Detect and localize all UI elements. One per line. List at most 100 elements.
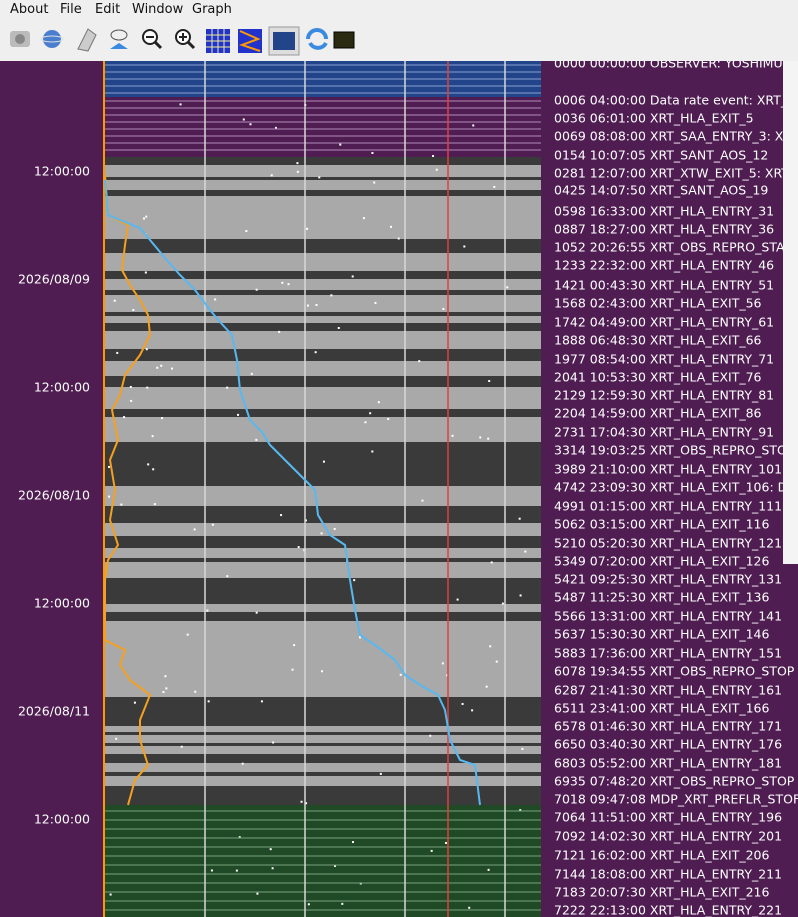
event-dot (129, 385, 132, 388)
event-entry[interactable]: 5349 07:20:00 XRT_HLA_EXIT_126 (554, 553, 770, 569)
event-entry[interactable]: 6803 05:52:00 XRT_HLA_ENTRY_181 (554, 755, 783, 771)
event-dot (389, 225, 392, 228)
light-stripe (103, 604, 541, 609)
event-entry[interactable]: 1742 04:49:00 XRT_HLA_ENTRY_61 (554, 314, 775, 330)
event-dot (255, 288, 258, 291)
event-dot (296, 170, 299, 173)
tool-lasso[interactable] (110, 29, 128, 49)
event-entry[interactable]: 5421 09:25:30 XRT_HLA_ENTRY_131 (554, 571, 783, 587)
event-entry[interactable]: 7183 20:07:30 XRT_HLA_EXIT_216 (554, 884, 770, 900)
tool-camera[interactable] (10, 31, 30, 47)
event-dot (358, 636, 361, 639)
event-dot (108, 465, 111, 468)
event-entry[interactable]: 0598 16:33:00 XRT_HLA_ENTRY_31 (554, 203, 775, 219)
light-stripe (103, 417, 541, 425)
event-entry[interactable]: 4991 01:15:00 XRT_HLA_ENTRY_111 (554, 498, 783, 514)
event-dot (170, 367, 173, 370)
event-entry[interactable]: 0069 08:08:00 XRT_SAA_ENTRY_3: XRT (554, 128, 798, 144)
event-dot (371, 450, 374, 453)
event-dot (133, 701, 136, 704)
light-stripe (103, 361, 541, 365)
event-entry[interactable]: 7064 11:51:00 XRT_HLA_ENTRY_196 (554, 809, 783, 825)
time-label: 12:00:00 (33, 595, 90, 611)
event-entry[interactable]: 6578 01:46:30 XRT_HLA_ENTRY_171 (554, 718, 783, 734)
event-entry[interactable]: 5566 13:31:00 XRT_HLA_ENTRY_141 (554, 608, 783, 624)
event-entry[interactable]: 2041 10:53:30 XRT_HLA_EXIT_76 (554, 369, 762, 385)
event-dot (320, 670, 323, 673)
light-stripe (103, 526, 541, 536)
tool-film[interactable] (268, 26, 300, 56)
event-entry[interactable]: 0006 04:00:00 Data rate event: XRT_PL (554, 92, 798, 108)
event-entry[interactable]: 5883 17:36:00 XRT_HLA_ENTRY_151 (554, 645, 783, 661)
event-dot (145, 348, 148, 351)
event-entry[interactable]: 2204 14:59:00 XRT_HLA_EXIT_86 (554, 405, 762, 421)
menu-item[interactable]: Window (132, 2, 184, 17)
event-entry[interactable]: 6078 19:34:55 XRT_OBS_REPRO_STOP (554, 663, 795, 679)
event-dot (226, 575, 229, 578)
tool-zoom-out[interactable] (142, 29, 163, 50)
event-entry[interactable]: 0887 18:27:00 XRT_HLA_ENTRY_36 (554, 221, 775, 237)
event-entry[interactable]: 7144 18:08:00 XRT_HLA_ENTRY_211 (554, 866, 783, 882)
light-stripe (103, 387, 541, 401)
event-entry[interactable]: 1421 00:43:30 XRT_HLA_ENTRY_51 (554, 277, 775, 293)
event-dot (524, 550, 527, 553)
event-entry[interactable]: 6287 21:41:30 XRT_HLA_ENTRY_161 (554, 682, 783, 698)
event-entry[interactable]: 7121 16:02:00 XRT_HLA_EXIT_206 (554, 847, 770, 863)
event-entry[interactable]: 1233 22:32:00 XRT_HLA_ENTRY_46 (554, 257, 775, 273)
event-entry[interactable]: 6935 07:48:20 XRT_OBS_REPRO_STOP (554, 773, 795, 789)
event-dot (235, 869, 238, 872)
scrollbar[interactable] (783, 61, 798, 564)
event-dot (108, 495, 111, 498)
event-dot (180, 745, 183, 748)
event-entry[interactable]: 4742 23:09:30 XRT_HLA_EXIT_106: Dur (554, 479, 798, 495)
event-entry[interactable]: 5210 05:20:30 XRT_HLA_ENTRY_121 (554, 535, 783, 551)
event-entry[interactable]: 6511 23:41:00 XRT_HLA_EXIT_166 (554, 700, 770, 716)
menu-item[interactable]: File (60, 2, 82, 17)
event-entry[interactable]: 0281 12:07:00 XRT_XTW_EXIT_5: XRT_E (554, 165, 798, 181)
event-entry[interactable]: 7222 22:13:00 XRT_HLA_ENTRY_221 (554, 902, 783, 917)
tool-hand[interactable] (77, 28, 97, 52)
event-dot (255, 438, 258, 441)
event-entry[interactable]: 3314 19:03:25 XRT_OBS_REPRO_STOP (554, 442, 795, 458)
event-entry[interactable]: 1568 02:43:00 XRT_HLA_EXIT_56 (554, 295, 762, 311)
tool-display[interactable] (333, 31, 355, 49)
tool-refresh[interactable] (306, 28, 328, 50)
event-entry[interactable]: 0154 10:07:05 XRT_SANT_AOS_12 (554, 147, 769, 163)
menu-item[interactable]: Graph (192, 2, 232, 17)
event-dot (120, 503, 123, 506)
event-entry[interactable]: 0036 06:01:00 XRT_HLA_EXIT_5 (554, 110, 754, 126)
event-entry[interactable]: 1888 06:48:30 XRT_HLA_EXIT_66 (554, 332, 762, 348)
event-entry[interactable]: 3989 21:10:00 XRT_HLA_ENTRY_101 (554, 461, 783, 477)
tool-curve[interactable] (238, 29, 262, 53)
event-dot (123, 416, 126, 419)
light-stripe (103, 689, 541, 697)
tool-grid[interactable] (206, 29, 230, 53)
event-dot (165, 687, 168, 690)
menu-item[interactable]: Edit (95, 2, 121, 17)
event-entry[interactable]: 2129 12:59:30 XRT_HLA_ENTRY_81 (554, 387, 775, 403)
event-entry[interactable]: 5487 11:25:30 XRT_HLA_EXIT_136 (554, 589, 770, 605)
event-entry[interactable]: 6650 03:40:30 XRT_HLA_ENTRY_176 (554, 736, 783, 752)
tool-zoom-in[interactable] (175, 29, 196, 50)
event-entry[interactable]: 1052 20:26:55 XRT_OBS_REPRO_START (554, 239, 798, 255)
event-entry[interactable]: 2731 17:04:30 XRT_HLA_ENTRY_91 (554, 424, 775, 440)
event-dot (461, 702, 464, 705)
event-entry[interactable]: 5062 03:15:00 XRT_HLA_EXIT_116 (554, 516, 770, 532)
event-dot (444, 841, 447, 844)
light-stripe (103, 738, 541, 743)
event-dot (322, 460, 325, 463)
event-entry[interactable]: 0000 00:00:00 OBSERVER: YOSHIMURA (554, 61, 798, 71)
event-dot (451, 434, 454, 437)
light-stripe (103, 562, 541, 575)
event-entry[interactable]: 1977 08:54:00 XRT_HLA_ENTRY_71 (554, 351, 775, 367)
tool-globe[interactable] (40, 30, 64, 48)
event-dot (353, 579, 356, 582)
event-dot (179, 103, 182, 106)
event-entry[interactable]: 7092 14:02:30 XRT_HLA_ENTRY_201 (554, 828, 783, 844)
menu-item[interactable]: About (10, 2, 49, 17)
event-entry[interactable]: 0425 14:07:50 XRT_SANT_AOS_19 (554, 182, 769, 198)
event-entry[interactable]: 7018 09:47:08 MDP_XRT_PREFLR_STOF (554, 791, 798, 807)
event-entry[interactable]: 5637 15:30:30 XRT_HLA_EXIT_146 (554, 626, 770, 642)
event-dot (463, 245, 466, 248)
